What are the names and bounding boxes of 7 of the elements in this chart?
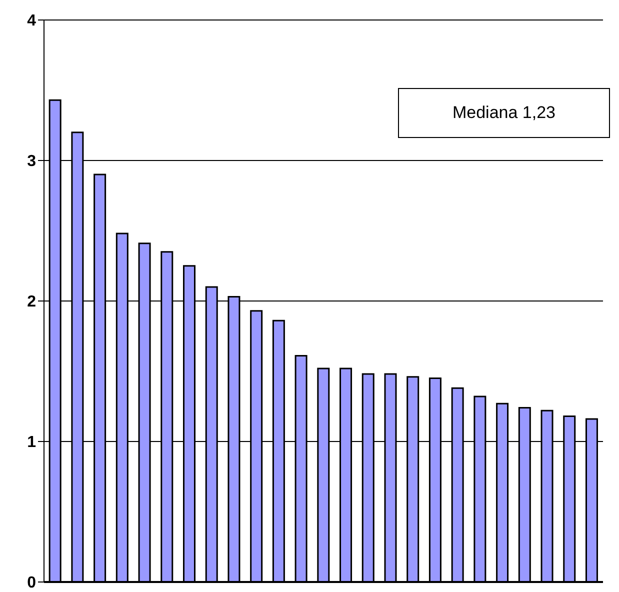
y-tick-label: 1 (27, 434, 36, 452)
annotation: Mediana 1,23 (452, 103, 556, 123)
note-box: Mediana 1,23 (398, 88, 610, 138)
y-tick-label: 0 (27, 574, 36, 592)
y-tick-label: 2 (27, 294, 36, 311)
y-tick-label: 3 (27, 153, 36, 170)
y-tick-label: 4 (27, 12, 36, 30)
